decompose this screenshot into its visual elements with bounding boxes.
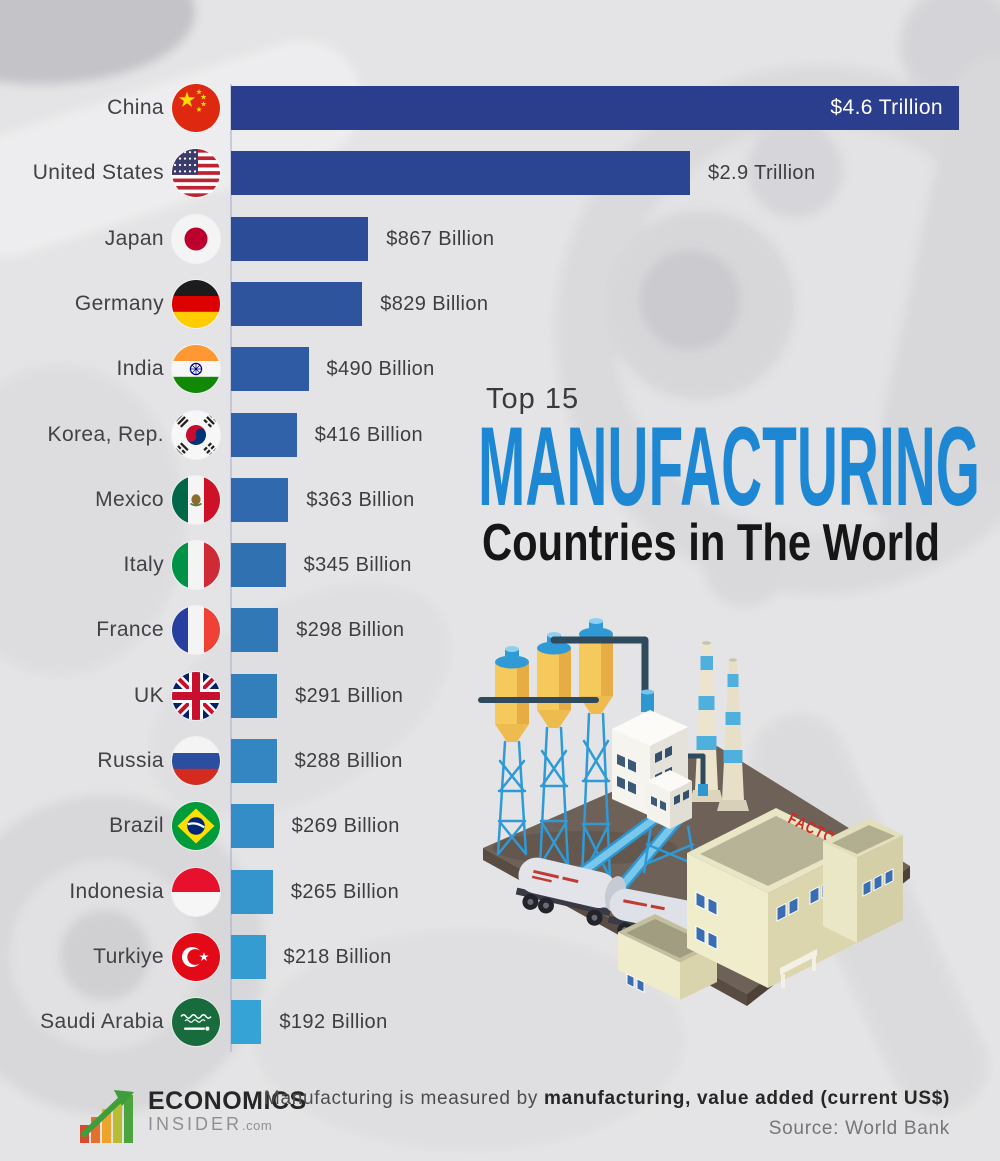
flag-de-icon	[172, 279, 220, 328]
value-bar	[231, 934, 266, 979]
value-bar	[231, 1000, 262, 1045]
value-label: $265 Billion	[290, 880, 400, 903]
chart-row-japan: Japan $867 Billion	[0, 214, 1000, 263]
brand-logo: ECONOMICS INSIDER.com	[78, 1088, 307, 1144]
chart-row-brazil: Brazil $269 Billion	[0, 802, 1000, 851]
title-block: Top 15 MANUFACTURING Countries in The Wo…	[478, 383, 980, 572]
page-title: MANUFACTURING	[478, 404, 980, 529]
logo-wordmark-sub: INSIDER.com	[148, 1114, 307, 1136]
country-label: France	[96, 618, 164, 642]
value-label: $291 Billion	[295, 684, 404, 707]
flag-sa-icon	[172, 998, 220, 1047]
value-label: $2.9 Trillion	[708, 162, 816, 185]
factory-building: FACTORY	[618, 808, 903, 1000]
source-line: Source: World Bank	[768, 1118, 950, 1139]
country-label: Turkiye	[93, 944, 164, 968]
value-bar	[231, 347, 309, 392]
value-bar	[231, 477, 289, 522]
value-bar	[231, 804, 274, 849]
title-subtitle: Countries in The World	[482, 514, 940, 572]
flag-jp-icon	[172, 214, 220, 263]
value-label: $4.6 Trillion	[830, 96, 943, 119]
country-label: United States	[32, 161, 164, 185]
title-kicker: Top 15	[486, 383, 579, 415]
country-label: Germany	[74, 291, 164, 315]
control-tower	[642, 770, 708, 874]
chart-row-uk: UK $291 Billion	[0, 671, 1000, 720]
chart-row-italy: Italy $345 Billion	[0, 541, 1000, 590]
flag-id-icon	[172, 867, 220, 916]
flag-gb-icon	[172, 671, 220, 720]
value-label: $829 Billion	[380, 292, 489, 315]
value-bar	[231, 151, 690, 196]
country-label: Saudi Arabia	[40, 1010, 164, 1034]
chart-row-germany: Germany $829 Billion	[0, 279, 1000, 328]
value-label: $192 Billion	[279, 1011, 388, 1034]
value-label: $867 Billion	[386, 227, 495, 250]
flag-cn-icon	[172, 84, 220, 132]
value-label: $416 Billion	[314, 423, 424, 446]
country-label: Russia	[97, 749, 164, 772]
logo-wordmark: ECONOMICS	[148, 1087, 307, 1115]
value-label: $298 Billion	[296, 619, 405, 642]
value-bar	[231, 216, 369, 261]
value-label: $269 Billion	[291, 815, 400, 838]
value-label: $363 Billion	[306, 488, 415, 511]
chart-row-france: France $298 Billion	[0, 606, 1000, 655]
value-bar	[231, 543, 286, 588]
country-label: China	[107, 96, 164, 119]
chart-row-mexico: Mexico $363 Billion	[0, 475, 1000, 524]
chart-row-saudi-arabia: Saudi Arabia $192 Billion	[0, 998, 1000, 1047]
flag-in-icon	[172, 345, 220, 394]
country-label: Mexico	[95, 487, 164, 511]
value-label: $345 Billion	[303, 554, 412, 577]
note-prefix: Manufacturing is measured by	[263, 1088, 545, 1109]
value-label: $218 Billion	[283, 945, 392, 968]
flag-tr-icon	[172, 932, 220, 981]
flag-it-icon	[172, 541, 220, 590]
measure-note: Manufacturing is measured by manufacturi…	[264, 1088, 950, 1140]
chart-row-united-states: United States $2.9 Trillion	[0, 149, 1000, 198]
value-bar	[231, 739, 277, 783]
value-bar	[231, 608, 279, 653]
value-label: $288 Billion	[294, 750, 403, 772]
value-bar: $4.6 Trillion	[231, 86, 959, 130]
country-label: UK	[134, 683, 164, 707]
country-label: India	[116, 357, 164, 381]
value-bar	[231, 281, 363, 326]
flag-br-icon	[172, 802, 220, 851]
growth-bars-icon	[79, 1090, 134, 1143]
country-label: Korea, Rep.	[47, 422, 164, 446]
chart-row-turkiye: Turkiye $218 Billion	[0, 932, 1000, 981]
value-bar	[231, 412, 297, 457]
flag-ru-icon	[172, 737, 220, 785]
note-measure: manufacturing, value added (current US$)	[544, 1088, 950, 1109]
note-line: Manufacturing is measured by manufacturi…	[264, 1088, 950, 1110]
silo-towers	[478, 618, 649, 880]
chart-row-china: China $4.6 Trillion	[0, 84, 1000, 132]
chart-row-indonesia: Indonesia $265 Billion	[0, 867, 1000, 916]
chart-row-korea-rep: Korea, Rep. $416 Billion	[0, 410, 1000, 459]
logo-insider: INSIDER	[148, 1114, 243, 1134]
value-bar	[231, 869, 273, 914]
flag-us-icon	[172, 149, 220, 198]
country-label: Italy	[123, 553, 164, 577]
flag-kr-icon	[172, 410, 220, 459]
chart-row-india: India $490 Billion	[0, 345, 1000, 394]
flag-mx-icon	[172, 475, 220, 524]
factory-illustration: FACTORY	[478, 618, 910, 1006]
footer: ECONOMICS INSIDER.com Manufacturing is m…	[0, 1080, 1000, 1161]
value-label: $490 Billion	[326, 358, 435, 381]
logo-tld: .com	[242, 1118, 273, 1133]
country-label: Japan	[104, 226, 164, 250]
flag-fr-icon	[172, 606, 220, 655]
country-label: Indonesia	[69, 879, 164, 903]
chart-row-russia: Russia $288 Billion	[0, 737, 1000, 785]
value-bar	[231, 673, 278, 718]
country-label: Brazil	[109, 814, 164, 838]
